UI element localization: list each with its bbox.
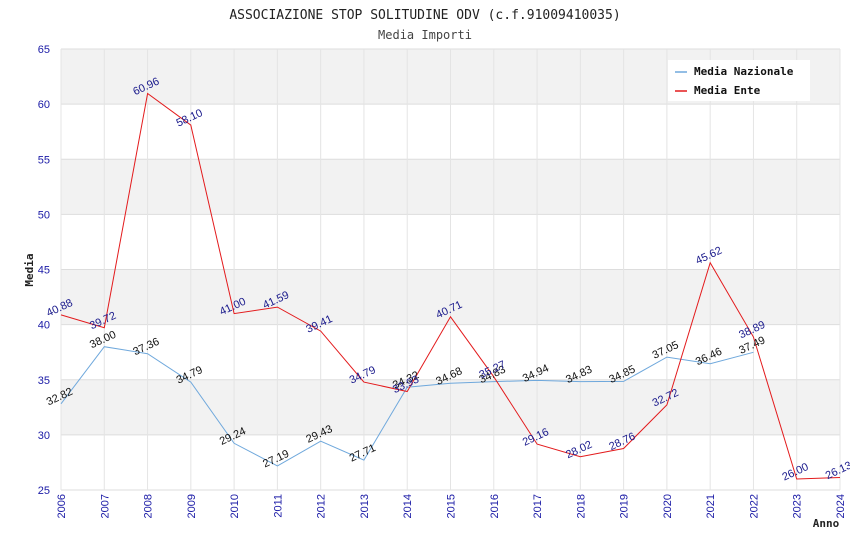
y-tick-label: 55: [38, 154, 50, 166]
series-line-nazionale: [60, 346, 754, 467]
y-tick-label: 45: [38, 265, 50, 277]
y-tick-label: 50: [38, 209, 50, 221]
x-axis-ticks: 2006 2007 2008 2009 2010 2011 2012 2013 2014 2015…: [56, 494, 847, 518]
x-tick-label: 2022: [748, 494, 760, 518]
y-tick-label: 30: [38, 430, 50, 442]
y-tick-label: 60: [38, 99, 50, 111]
y-tick-label: 65: [38, 44, 50, 56]
legend-label-nazionale: Media Nazionale: [694, 65, 794, 78]
x-tick-label: 2010: [229, 494, 241, 518]
x-tick-label: 2014: [402, 494, 414, 518]
x-tick-label: 2024: [835, 494, 847, 518]
y-tick-label: 35: [38, 375, 50, 387]
x-tick-label: 2018: [575, 494, 587, 518]
x-tick-label: 2023: [792, 494, 804, 518]
legend-box: [668, 60, 810, 101]
gridlines: [60, 48, 841, 491]
x-tick-label: 2019: [619, 494, 631, 518]
y-tick-label: 40: [38, 320, 50, 332]
x-tick-label: 2009: [186, 494, 198, 518]
x-tick-label: 2017: [532, 494, 544, 518]
legend: Media Nazionale Media Ente: [668, 60, 810, 101]
y-axis-label: Media: [23, 253, 36, 286]
x-tick-label: 2016: [489, 494, 501, 518]
x-tick-label: 2011: [272, 494, 284, 518]
x-tick-label: 2020: [662, 494, 674, 518]
series-lines: [60, 92, 841, 480]
chart-title: ASSOCIAZIONE STOP SOLITUDINE ODV (c.f.91…: [229, 8, 620, 23]
y-tick-label: 25: [38, 485, 50, 497]
x-tick-label: 2007: [99, 494, 111, 518]
series-line-ente: [60, 92, 841, 480]
x-tick-label: 2015: [446, 494, 458, 518]
x-tick-label: 2013: [359, 494, 371, 518]
y-axis-ticks: 25 30 35 40 45 50 55 60 65: [38, 44, 50, 497]
x-tick-label: 2021: [705, 494, 717, 518]
legend-label-ente: Media Ente: [694, 84, 761, 97]
x-axis-label: Anno: [813, 517, 840, 530]
x-tick-label: 2008: [143, 494, 155, 518]
x-tick-label: 2006: [56, 494, 68, 518]
chart-subtitle: Media Importi: [378, 28, 472, 42]
x-tick-label: 2012: [316, 494, 328, 518]
